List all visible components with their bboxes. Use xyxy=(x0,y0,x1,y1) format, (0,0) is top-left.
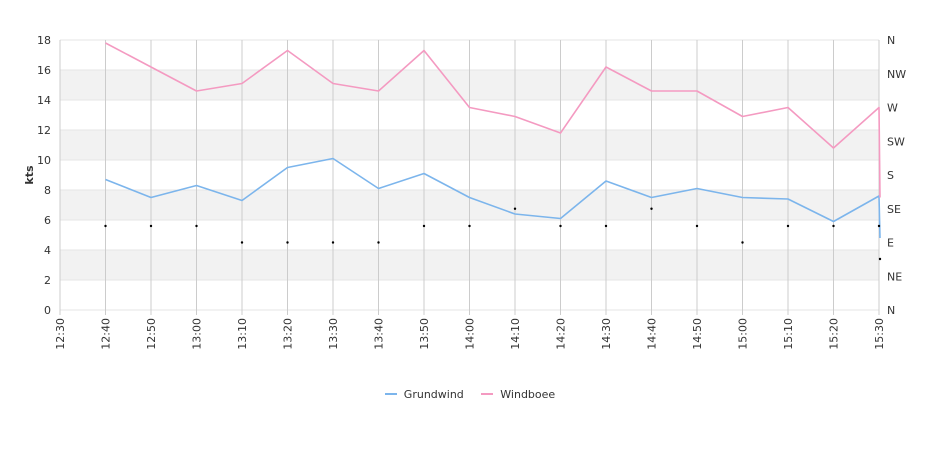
direction-points xyxy=(104,207,882,261)
x-tick-label: 14:20 xyxy=(555,318,568,350)
y-tick-label: 16 xyxy=(37,64,51,77)
x-tick-label: 12:50 xyxy=(145,318,158,350)
legend-swatch-grundwind xyxy=(384,393,397,395)
legend: Grundwind Windboee xyxy=(0,385,940,401)
y-tick-label: 18 xyxy=(37,34,51,47)
direction-point xyxy=(468,224,471,228)
x-tick-label: 15:20 xyxy=(828,318,841,350)
right-axis-label: SE xyxy=(887,203,901,216)
direction-point xyxy=(149,224,153,228)
y-tick-label: 12 xyxy=(37,124,51,137)
y-tick-label: 14 xyxy=(37,94,51,107)
y-tick-label: 0 xyxy=(44,304,51,317)
right-axis-label: NE xyxy=(887,270,902,283)
x-tick-label: 14:10 xyxy=(509,318,522,350)
direction-point xyxy=(195,224,198,228)
direction-point xyxy=(422,224,426,228)
x-tick-label: 13:30 xyxy=(327,318,340,350)
x-tick-label: 12:30 xyxy=(54,318,67,350)
series-layer xyxy=(105,42,881,239)
y-tick-label: 4 xyxy=(44,244,51,257)
direction-point xyxy=(377,241,380,244)
direction-point xyxy=(695,224,699,228)
series-line-grundwind xyxy=(105,157,881,239)
vertical-gridlines xyxy=(59,40,880,315)
right-axis-label: N xyxy=(887,304,895,317)
series-line-windboee xyxy=(105,42,881,198)
x-tick-label: 14:00 xyxy=(464,318,477,350)
direction-point xyxy=(832,224,835,228)
direction-point xyxy=(513,207,517,210)
legend-item-windboee[interactable]: Windboee xyxy=(481,388,555,401)
x-tick-label: 14:40 xyxy=(646,318,659,350)
x-tick-label: 12:40 xyxy=(100,318,113,350)
x-tick-label: 13:50 xyxy=(418,318,431,350)
x-tick-label: 15:00 xyxy=(737,318,750,350)
x-tick-label: 15:30 xyxy=(873,318,886,350)
y-tick-label: 2 xyxy=(44,274,51,287)
right-axis-label: NW xyxy=(887,68,906,81)
x-tick-label: 15:10 xyxy=(782,318,795,350)
x-tick-label: 13:40 xyxy=(373,318,386,350)
x-tick-label: 14:50 xyxy=(691,318,704,350)
direction-point xyxy=(331,241,335,244)
y-tick-label: 6 xyxy=(44,214,51,227)
y-axis-label: kts xyxy=(23,165,36,185)
direction-point xyxy=(877,224,881,228)
y-tick-label: 10 xyxy=(37,154,51,167)
right-axis-label: S xyxy=(887,169,894,182)
axes: 0 2 4 6 8 10 12 14 16 18 N NE E SE S SW W NW N 12:30 12:40 12… xyxy=(37,34,906,350)
legend-label-grundwind: Grundwind xyxy=(403,387,464,401)
x-tick-label: 14:30 xyxy=(600,318,613,350)
direction-point xyxy=(240,241,244,244)
direction-point xyxy=(559,224,562,228)
direction-point xyxy=(604,224,608,228)
y-tick-label: 8 xyxy=(44,184,51,197)
x-tick-label: 13:00 xyxy=(191,318,204,350)
legend-swatch-windboee xyxy=(481,393,494,395)
direction-point xyxy=(878,257,882,261)
right-axis-label: SW xyxy=(887,135,905,148)
legend-label-windboee: Windboee xyxy=(500,387,556,401)
x-tick-label: 13:20 xyxy=(282,318,295,350)
right-axis-label: E xyxy=(887,237,894,250)
x-tick-label: 13:10 xyxy=(236,318,249,350)
direction-point xyxy=(786,224,790,228)
legend-item-grundwind[interactable]: Grundwind xyxy=(384,387,464,401)
direction-point xyxy=(286,241,289,244)
right-axis-label: W xyxy=(887,102,898,115)
right-axis-label: N xyxy=(887,34,895,47)
direction-point xyxy=(741,241,744,244)
direction-point xyxy=(104,224,107,228)
direction-point xyxy=(650,207,653,210)
